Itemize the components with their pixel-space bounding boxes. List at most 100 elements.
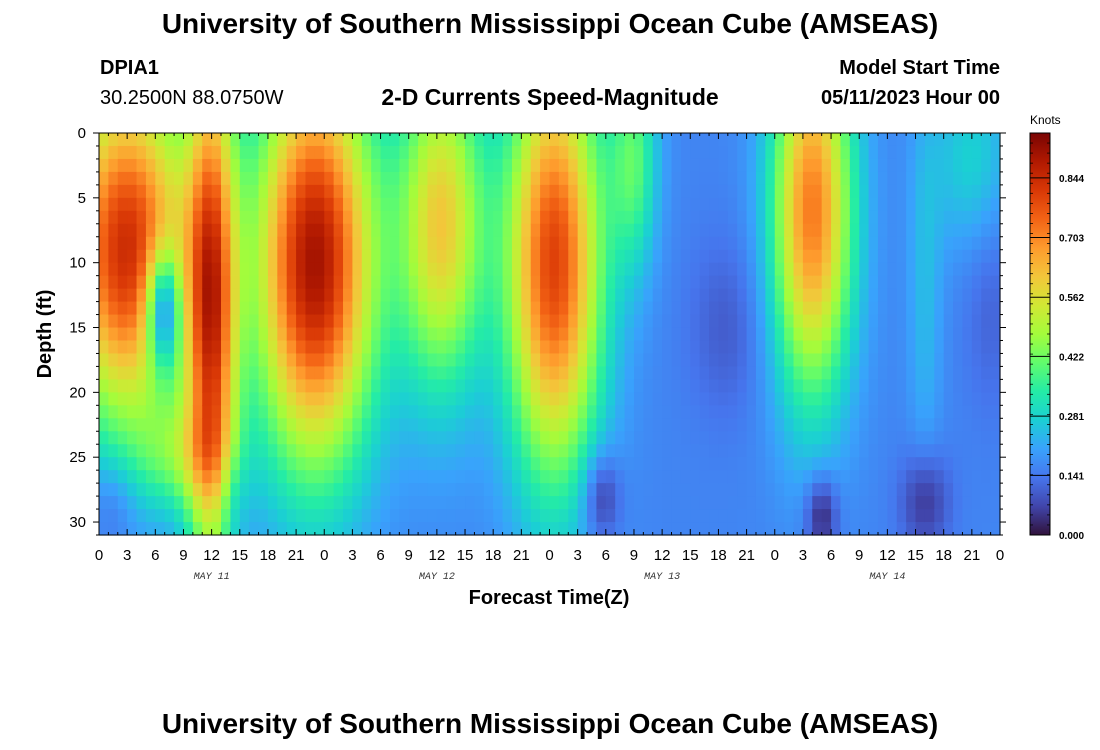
heatmap-cell — [793, 171, 804, 186]
heatmap-cell — [399, 522, 410, 536]
heatmap-cell — [709, 483, 720, 497]
heatmap-cell — [521, 340, 532, 355]
heatmap-cell — [127, 210, 138, 225]
heatmap-cell — [887, 197, 898, 212]
heatmap-cell — [239, 431, 250, 445]
heatmap-cell — [202, 405, 213, 419]
heatmap-cell — [202, 145, 213, 160]
heatmap-cell — [596, 392, 607, 406]
heatmap-cell — [183, 145, 194, 160]
heatmap-cell — [286, 444, 297, 458]
y-axis-title: Depth (ft) — [34, 290, 56, 379]
heatmap-cell — [483, 210, 494, 225]
heatmap-cell — [145, 522, 156, 536]
heatmap-cell — [145, 133, 156, 147]
heatmap-cell — [474, 145, 485, 160]
heatmap-cell — [549, 301, 560, 316]
heatmap-cell — [540, 249, 551, 264]
heatmap-cell — [446, 236, 457, 251]
heatmap-cell — [859, 366, 870, 380]
heatmap-cell — [380, 288, 391, 303]
heatmap-cell — [765, 314, 776, 329]
heatmap-cell — [615, 522, 626, 536]
heatmap-cell — [314, 457, 325, 471]
heatmap-cell — [924, 262, 935, 277]
station-coordinates: 30.2500N 88.0750W — [100, 87, 284, 109]
x-tick-label: 12 — [654, 547, 671, 564]
heatmap-cell — [840, 197, 851, 212]
heatmap-cell — [230, 522, 241, 536]
heatmap-cell — [887, 236, 898, 251]
heatmap-cell — [521, 197, 532, 212]
heatmap-cell — [249, 145, 260, 160]
heatmap-cell — [145, 145, 156, 160]
heatmap-cell — [727, 431, 738, 445]
heatmap-cell — [145, 275, 156, 290]
heatmap-cell — [164, 327, 175, 342]
heatmap-cell — [296, 457, 307, 471]
heatmap-cell — [924, 197, 935, 212]
heatmap-cell — [587, 288, 598, 303]
heatmap-cell — [793, 457, 804, 471]
heatmap-cell — [164, 133, 175, 147]
heatmap-cell — [737, 327, 748, 342]
heatmap-cell — [408, 509, 419, 523]
heatmap-cell — [924, 483, 935, 497]
heatmap-cell — [859, 288, 870, 303]
heatmap-cell — [727, 171, 738, 186]
x-tick-label: 0 — [771, 547, 779, 564]
heatmap-cell — [718, 405, 729, 419]
heatmap-cell — [483, 522, 494, 536]
heatmap-cell — [258, 262, 269, 277]
heatmap-cell — [802, 366, 813, 380]
heatmap-cell — [211, 262, 222, 277]
heatmap-cell — [877, 197, 888, 212]
x-tick-label: 15 — [457, 547, 474, 564]
heatmap-cell — [108, 405, 119, 419]
heatmap-cell — [605, 470, 616, 484]
heatmap-cell — [906, 171, 917, 186]
heatmap-cell — [164, 262, 175, 277]
heatmap-cell — [821, 340, 832, 355]
heatmap-cell — [399, 431, 410, 445]
heatmap-cell — [727, 301, 738, 316]
heatmap-cell — [267, 249, 278, 264]
heatmap-cell — [267, 301, 278, 316]
heatmap-cell — [934, 366, 945, 380]
heatmap-cell — [793, 483, 804, 497]
heatmap-cell — [784, 392, 795, 406]
heatmap-cell — [474, 457, 485, 471]
heatmap-cell — [174, 457, 185, 471]
heatmap-cell — [361, 314, 372, 329]
heatmap-cell — [868, 366, 879, 380]
heatmap-cell — [587, 249, 598, 264]
heatmap-cell — [277, 275, 288, 290]
heatmap-cell — [361, 184, 372, 199]
heatmap-cell — [859, 470, 870, 484]
heatmap-cell — [906, 496, 917, 510]
heatmap-cell — [671, 470, 682, 484]
heatmap-cell — [446, 470, 457, 484]
heatmap-cell — [755, 522, 766, 536]
heatmap-cell — [577, 184, 588, 199]
heatmap-cell — [990, 431, 1001, 445]
heatmap-cell — [380, 171, 391, 186]
heatmap-cell — [568, 392, 579, 406]
heatmap-cell — [605, 353, 616, 368]
heatmap-cell — [483, 392, 494, 406]
heatmap-cell — [389, 431, 400, 445]
heatmap-cell — [727, 340, 738, 355]
heatmap-cell — [549, 457, 560, 471]
heatmap-cell — [258, 457, 269, 471]
heatmap-cell — [981, 353, 992, 368]
heatmap-cell — [746, 353, 757, 368]
heatmap-cell — [577, 249, 588, 264]
heatmap-cell — [361, 405, 372, 419]
heatmap-cell — [981, 457, 992, 471]
heatmap-cell — [906, 275, 917, 290]
heatmap-cell — [906, 353, 917, 368]
heatmap-cell — [305, 158, 316, 173]
heatmap-cell — [174, 418, 185, 432]
heatmap-cell — [577, 327, 588, 342]
heatmap-cell — [587, 418, 598, 432]
